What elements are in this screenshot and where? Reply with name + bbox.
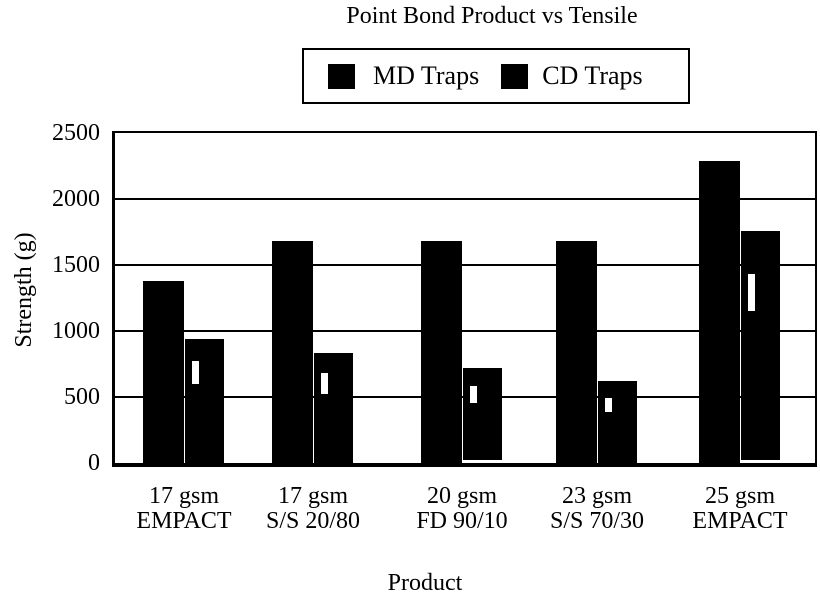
error-mark-cd-5 xyxy=(748,274,755,311)
x-category-line: 17 gsm xyxy=(277,483,348,509)
plot-area xyxy=(115,133,815,463)
bar-md-traps-5 xyxy=(699,161,740,463)
error-mark-cd-4 xyxy=(605,398,612,412)
x-category-label-1: 17 gsm EMPACT xyxy=(109,484,259,534)
bar-md-traps-1 xyxy=(143,281,184,463)
bar-md-traps-3 xyxy=(421,241,462,463)
y-tick-label-0: 0 xyxy=(88,450,100,476)
y-tick-label-2500: 2500 xyxy=(52,120,100,146)
x-category-line: S/S 20/80 xyxy=(265,508,361,534)
md-traps-swatch-icon xyxy=(328,63,355,89)
chart-title: Point Bond Product vs Tensile xyxy=(346,3,638,29)
error-mark-cd-1 xyxy=(192,361,199,384)
x-category-line: 20 gsm xyxy=(426,483,497,509)
error-mark-cd-2 xyxy=(321,373,328,394)
plot-frame xyxy=(112,131,817,467)
y-tick-label-2000: 2000 xyxy=(52,186,100,212)
gridline-1000 xyxy=(115,330,815,332)
y-tick-label-1500: 1500 xyxy=(52,252,100,278)
legend-label-cd-traps: CD Traps xyxy=(542,61,643,90)
legend-label-md-traps: MD Traps xyxy=(373,61,480,90)
baseline-gap-cd-5 xyxy=(741,460,780,463)
bar-cd-traps-4 xyxy=(598,381,637,463)
legend: MD Traps CD Traps xyxy=(302,48,690,104)
x-category-line: EMPACT xyxy=(692,508,788,534)
bar-cd-traps-1 xyxy=(185,339,224,463)
x-category-line: 23 gsm xyxy=(561,483,632,509)
y-tick-label-500: 500 xyxy=(64,384,100,410)
baseline-gap-cd-3 xyxy=(463,460,502,463)
bar-cd-traps-3 xyxy=(463,368,502,463)
bar-md-traps-4 xyxy=(556,241,597,463)
x-category-label-5: 25 gsm EMPACT xyxy=(665,484,815,534)
x-category-line: 17 gsm xyxy=(148,483,219,509)
x-category-label-4: 23 gsm S/S 70/30 xyxy=(522,484,672,534)
x-category-label-2: 17 gsm S/S 20/80 xyxy=(238,484,388,534)
bar-cd-traps-2 xyxy=(314,353,353,463)
x-category-label-3: 20 gsm FD 90/10 xyxy=(387,484,537,534)
gridline-2000 xyxy=(115,198,815,200)
x-category-line: EMPACT xyxy=(136,508,232,534)
bar-cd-traps-5 xyxy=(741,231,780,463)
y-tick-label-1000: 1000 xyxy=(52,318,100,344)
y-axis-title: Strength (g) xyxy=(11,232,37,348)
gridline-1500 xyxy=(115,264,815,266)
cd-traps-swatch-icon xyxy=(501,63,529,89)
bar-md-traps-2 xyxy=(272,241,313,463)
x-category-line: 25 gsm xyxy=(704,483,775,509)
x-axis-title: Product xyxy=(387,570,463,596)
error-mark-cd-3 xyxy=(470,386,477,403)
x-category-line: FD 90/10 xyxy=(416,508,508,534)
x-category-line: S/S 70/30 xyxy=(549,508,645,534)
